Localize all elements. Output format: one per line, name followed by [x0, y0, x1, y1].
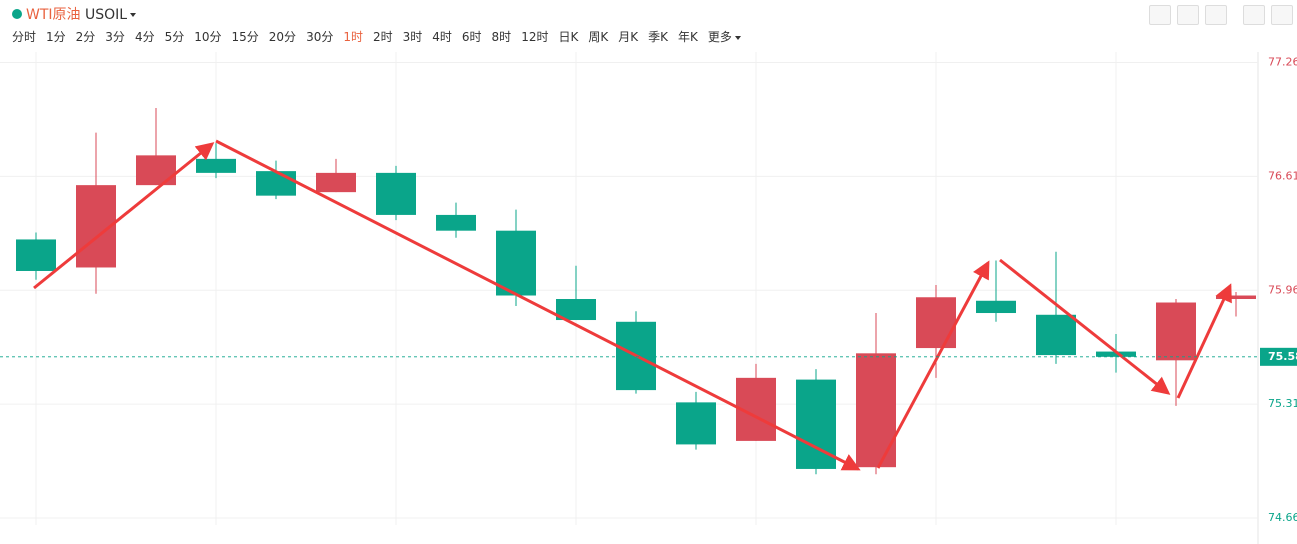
- period[interactable]: 月K: [618, 30, 639, 44]
- candle-body: [1216, 295, 1256, 300]
- candle-body: [256, 171, 296, 196]
- toolbar: WTI原油 USOIL 分时 1分 2分 3分 4分 5分 10分 15分 20分 30分 1时 2时…: [0, 0, 1297, 52]
- annotations: [33, 139, 1232, 471]
- y-axis: 77.26 76.61 75.96 75.31 74.66 75.58: [0, 56, 1297, 524]
- arrow: [876, 260, 990, 469]
- candle-body: [316, 172, 356, 193]
- arrow: [33, 142, 215, 290]
- period[interactable]: 3分: [105, 30, 125, 44]
- grid: [0, 52, 1258, 525]
- period[interactable]: 周K: [588, 30, 609, 44]
- candles: [16, 108, 1256, 475]
- arrow: [215, 139, 861, 471]
- symbol-icon: [12, 9, 22, 19]
- period[interactable]: 3时: [402, 30, 423, 44]
- tool-btn[interactable]: [1149, 5, 1171, 25]
- y-tick-label: 77.26: [1268, 56, 1297, 69]
- tools: [1149, 5, 1293, 25]
- period[interactable]: 2时: [372, 30, 393, 44]
- period[interactable]: 1分: [46, 30, 66, 44]
- y-tick-label: 75.31: [1268, 397, 1297, 410]
- arrow: [1176, 283, 1232, 399]
- candle-body: [676, 402, 716, 445]
- caret: [130, 13, 137, 17]
- period-list: 分时 1分 2分 3分 4分 5分 10分 15分 20分 30分 1时 2时 3时 4时 6时 8时 12时日…: [12, 28, 741, 45]
- candle-body: [196, 158, 236, 173]
- candle-body: [436, 214, 476, 231]
- period[interactable]: 10分: [194, 30, 222, 44]
- candle-body: [376, 172, 416, 215]
- arrow: [999, 258, 1171, 395]
- candle-body: [496, 230, 536, 296]
- candle-body: [556, 299, 596, 321]
- period[interactable]: 分时: [12, 30, 37, 44]
- period[interactable]: 30分: [306, 30, 334, 44]
- last-price-label: 75.58: [1268, 350, 1297, 363]
- symbol-code: USOIL: [84, 7, 128, 23]
- y-tick-label: 74.66: [1268, 511, 1297, 524]
- candle-body: [1156, 302, 1196, 361]
- symbol[interactable]: WTI原油 USOIL: [12, 4, 137, 24]
- tool-btn[interactable]: [1205, 5, 1227, 25]
- period[interactable]: 1时: [343, 30, 363, 44]
- y-tick-label: 75.96: [1268, 283, 1297, 296]
- candle-body: [856, 353, 896, 468]
- candle-body: [1036, 314, 1076, 356]
- period[interactable]: 2分: [75, 30, 96, 44]
- candle-body: [1096, 351, 1136, 357]
- period[interactable]: 4时: [432, 30, 452, 44]
- y-tick-label: 76.61: [1268, 169, 1297, 182]
- period[interactable]: 5分: [164, 30, 185, 44]
- last-price-box: [1260, 347, 1297, 366]
- tool-btn[interactable]: [1177, 5, 1199, 25]
- period[interactable]: 季K: [648, 30, 668, 44]
- period[interactable]: 12时: [521, 30, 549, 44]
- candle-body: [16, 239, 56, 271]
- period[interactable]: 6时: [461, 30, 482, 44]
- candle-body: [916, 297, 956, 349]
- period[interactable]: 4分: [134, 30, 155, 44]
- period[interactable]: 更多: [708, 28, 741, 45]
- close-btn[interactable]: [1271, 5, 1293, 25]
- candle-body: [976, 300, 1016, 314]
- symbol-name: WTI原油: [26, 7, 81, 23]
- period[interactable]: 年K: [677, 30, 698, 44]
- caret: [734, 35, 741, 40]
- period[interactable]: 8时: [491, 30, 512, 44]
- tool-btn[interactable]: [1243, 5, 1265, 25]
- period[interactable]: 20分: [268, 30, 297, 44]
- period[interactable]: 15分: [231, 30, 259, 44]
- candle-body: [136, 155, 176, 186]
- period[interactable]: 日K: [558, 30, 579, 44]
